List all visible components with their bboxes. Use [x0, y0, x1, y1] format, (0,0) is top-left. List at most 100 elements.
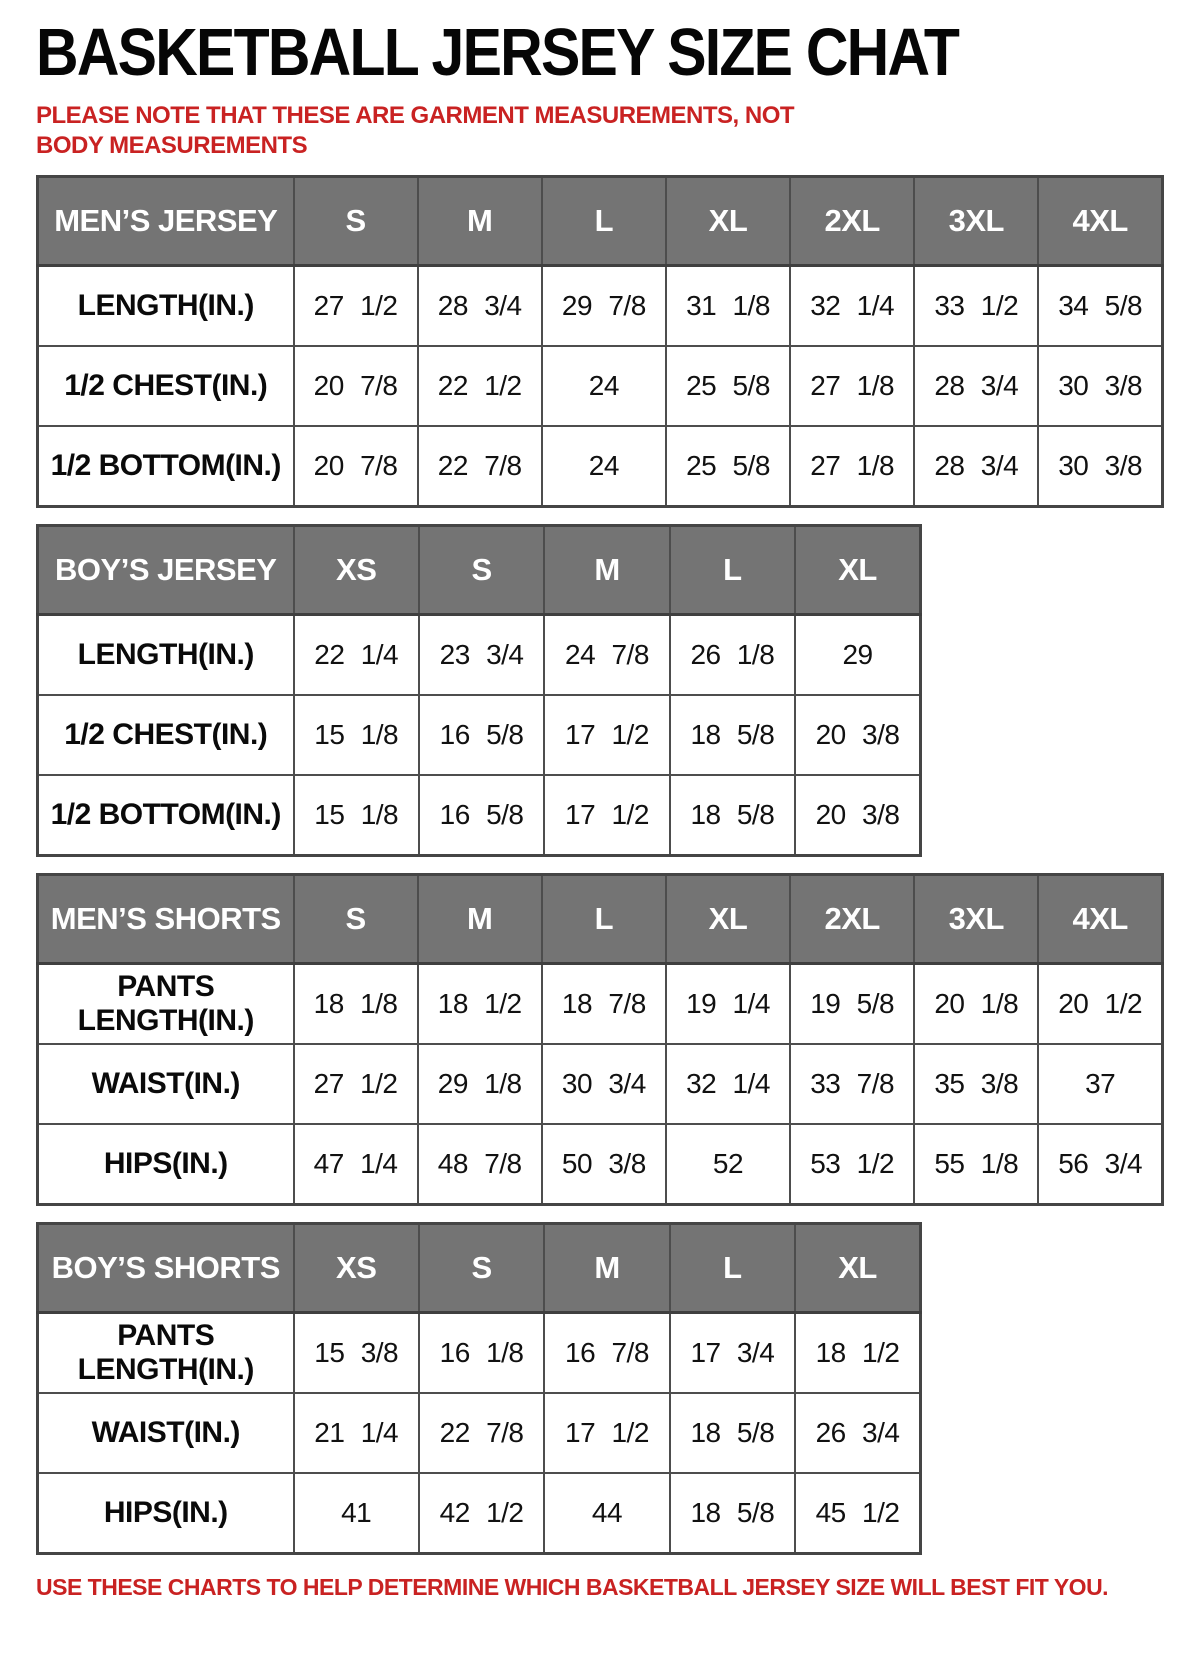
mens-shorts-row-label-cell: HIPS(IN.)	[36, 1123, 295, 1206]
mens-shorts-value-cell: 53 1/2	[789, 1123, 916, 1206]
mens-shorts-measurement-row: HIPS(IN.) 47 1/4 48 7/8 50 3/8 52 53 1/2 55 1/…	[36, 1123, 1164, 1206]
boys-shorts-value-cell: 22 7/8	[417, 1392, 546, 1474]
mens-jersey-value-cell: 25 5/8	[664, 345, 792, 427]
boys-jersey-value-cell: 16 5/8	[417, 694, 546, 776]
boys-jersey-value-cell: 18 5/8	[668, 694, 797, 776]
mens-shorts-size-header-cell: 4XL	[1037, 873, 1164, 965]
mens-shorts-measurement-row: PANTS LENGTH(IN.) 18 1/8 18 1/2 18 7/8 19 1/…	[36, 962, 1164, 1045]
mens-jersey-value-cell: 22 7/8	[416, 425, 543, 508]
mens-shorts-value-cell: 18 1/2	[416, 962, 543, 1045]
boys-jersey-value-cell: 15 1/8	[292, 694, 420, 776]
mens-shorts-value-cell: 19 5/8	[789, 962, 916, 1045]
boys-shorts-title-cell: BOY’S SHORTS	[36, 1222, 295, 1314]
boys-jersey-row-label-cell: 1/2 BOTTOM(IN.)	[36, 774, 295, 857]
boys-shorts-size-header-cell: XS	[292, 1222, 420, 1314]
boys-jersey-value-cell: 22 1/4	[292, 613, 420, 696]
mens-jersey-value-cell: 31 1/8	[664, 264, 792, 347]
mens-shorts-value-cell: 48 7/8	[416, 1123, 543, 1206]
boys-shorts-value-cell: 44	[543, 1472, 671, 1555]
boys-shorts-measurement-row: PANTS LENGTH(IN.) 15 3/8 16 1/8 16 7/8 17 3/…	[36, 1311, 922, 1394]
boys-jersey-value-cell: 29	[794, 613, 922, 696]
mens-shorts-header-row: MEN’S SHORTS S M L XL 2XL 3XL 4XL	[36, 873, 1164, 965]
boys-jersey-size-header-cell: S	[417, 524, 546, 616]
mens-jersey-value-cell: 24	[540, 345, 667, 427]
fit-advice-note: USE THESE CHARTS TO HELP DETERMINE WHICH…	[36, 1574, 1109, 1600]
boys-shorts-value-cell: 16 7/8	[543, 1311, 671, 1394]
mens-shorts-row-label-cell: WAIST(IN.)	[36, 1043, 295, 1125]
boys-jersey-value-cell: 23 3/4	[417, 613, 546, 696]
mens-shorts-size-table: MEN’S SHORTS S M L XL 2XL 3XL 4XL PANTS LENGTH(I…	[36, 873, 1164, 1206]
mens-shorts-value-cell: 50 3/8	[540, 1123, 667, 1206]
boys-jersey-title-cell: BOY’S JERSEY	[36, 524, 295, 616]
boys-shorts-measurement-row: HIPS(IN.) 41 42 1/2 44 18 5/8 45 1/2	[36, 1472, 922, 1555]
boys-shorts-row-label-cell: WAIST(IN.)	[36, 1392, 295, 1474]
mens-shorts-value-cell: 27 1/2	[292, 1043, 419, 1125]
boys-shorts-value-cell: 41	[292, 1472, 420, 1555]
mens-shorts-row-label-cell: PANTS LENGTH(IN.)	[36, 962, 295, 1045]
boys-jersey-value-cell: 20 3/8	[794, 694, 922, 776]
mens-shorts-value-cell: 52	[664, 1123, 792, 1206]
boys-shorts-value-cell: 18 5/8	[668, 1392, 797, 1474]
mens-jersey-size-header-cell: S	[292, 175, 419, 267]
mens-jersey-value-cell: 24	[540, 425, 667, 508]
boys-shorts-value-cell: 16 1/8	[417, 1311, 546, 1394]
boys-jersey-header-row: BOY’S JERSEY XS S M L XL	[36, 524, 922, 616]
boys-shorts-value-cell: 18 5/8	[668, 1472, 797, 1555]
mens-shorts-measurement-row: WAIST(IN.) 27 1/2 29 1/8 30 3/4 32 1/4 33 7/8…	[36, 1043, 1164, 1125]
mens-shorts-size-header-cell: 2XL	[789, 873, 916, 965]
boys-jersey-value-cell: 16 5/8	[417, 774, 546, 857]
boys-shorts-value-cell: 17 1/2	[543, 1392, 671, 1474]
boys-jersey-size-header-cell: M	[543, 524, 671, 616]
mens-shorts-value-cell: 18 1/8	[292, 962, 419, 1045]
mens-jersey-value-cell: 20 7/8	[292, 345, 419, 427]
boys-jersey-size-header-cell: XL	[794, 524, 922, 616]
size-chart-page: BASKETBALL JERSEY SIZE CHAT PLEASE NOTE …	[36, 15, 1164, 1600]
mens-jersey-value-cell: 33 1/2	[913, 264, 1040, 347]
mens-shorts-size-header-cell: XL	[664, 873, 792, 965]
mens-jersey-size-header-cell: 4XL	[1037, 175, 1164, 267]
boys-jersey-size-table: BOY’S JERSEY XS S M L XL LENGTH(IN.) 22 1/4 23 3…	[36, 524, 922, 857]
mens-jersey-value-cell: 28 3/4	[416, 264, 543, 347]
mens-jersey-size-header-cell: 3XL	[913, 175, 1040, 267]
boys-shorts-value-cell: 45 1/2	[794, 1472, 922, 1555]
boys-jersey-value-cell: 24 7/8	[543, 613, 671, 696]
mens-jersey-measurement-row: 1/2 BOTTOM(IN.) 20 7/8 22 7/8 24 25 5/8 27 1/…	[36, 425, 1164, 508]
mens-jersey-value-cell: 22 1/2	[416, 345, 543, 427]
boys-jersey-value-cell: 18 5/8	[668, 774, 797, 857]
mens-jersey-value-cell: 29 7/8	[540, 264, 667, 347]
boys-shorts-value-cell: 17 3/4	[668, 1311, 797, 1394]
boys-jersey-value-cell: 20 3/8	[794, 774, 922, 857]
boys-shorts-row-label-cell: HIPS(IN.)	[36, 1472, 295, 1555]
boys-shorts-value-cell: 18 1/2	[794, 1311, 922, 1394]
mens-shorts-value-cell: 56 3/4	[1037, 1123, 1164, 1206]
mens-jersey-value-cell: 28 3/4	[913, 345, 1040, 427]
mens-shorts-value-cell: 29 1/8	[416, 1043, 543, 1125]
boys-shorts-size-table: BOY’S SHORTS XS S M L XL PANTS LENGTH(IN.) 15 3…	[36, 1222, 922, 1555]
mens-shorts-value-cell: 20 1/2	[1037, 962, 1164, 1045]
mens-jersey-header-row: MEN’S JERSEY S M L XL 2XL 3XL 4XL	[36, 175, 1164, 267]
mens-shorts-size-header-cell: S	[292, 873, 419, 965]
boys-shorts-header-row: BOY’S SHORTS XS S M L XL	[36, 1222, 922, 1314]
mens-jersey-title-cell: MEN’S JERSEY	[36, 175, 295, 267]
mens-shorts-value-cell: 20 1/8	[913, 962, 1040, 1045]
mens-shorts-title-cell: MEN’S SHORTS	[36, 873, 295, 965]
mens-shorts-value-cell: 47 1/4	[292, 1123, 419, 1206]
boys-jersey-value-cell: 15 1/8	[292, 774, 420, 857]
boys-shorts-value-cell: 21 1/4	[292, 1392, 420, 1474]
mens-jersey-value-cell: 27 1/8	[789, 345, 916, 427]
boys-shorts-row-label-cell: PANTS LENGTH(IN.)	[36, 1311, 295, 1394]
boys-shorts-measurement-row: WAIST(IN.) 21 1/4 22 7/8 17 1/2 18 5/8 26 3/4	[36, 1392, 922, 1474]
boys-jersey-value-cell: 17 1/2	[543, 774, 671, 857]
boys-jersey-measurement-row: 1/2 CHEST(IN.) 15 1/8 16 5/8 17 1/2 18 5/8 20…	[36, 694, 922, 776]
boys-jersey-measurement-row: LENGTH(IN.) 22 1/4 23 3/4 24 7/8 26 1/8 29	[36, 613, 922, 696]
mens-jersey-size-header-cell: M	[416, 175, 543, 267]
mens-jersey-value-cell: 27 1/8	[789, 425, 916, 508]
boys-shorts-value-cell: 15 3/8	[292, 1311, 420, 1394]
mens-shorts-size-header-cell: 3XL	[913, 873, 1040, 965]
boys-shorts-size-header-cell: XL	[794, 1222, 922, 1314]
mens-jersey-measurement-row: 1/2 CHEST(IN.) 20 7/8 22 1/2 24 25 5/8 27 1/8…	[36, 345, 1164, 427]
mens-jersey-size-header-cell: XL	[664, 175, 792, 267]
boys-jersey-row-label-cell: 1/2 CHEST(IN.)	[36, 694, 295, 776]
page-title: BASKETBALL JERSEY SIZE CHAT	[36, 15, 960, 90]
boys-shorts-value-cell: 42 1/2	[417, 1472, 546, 1555]
